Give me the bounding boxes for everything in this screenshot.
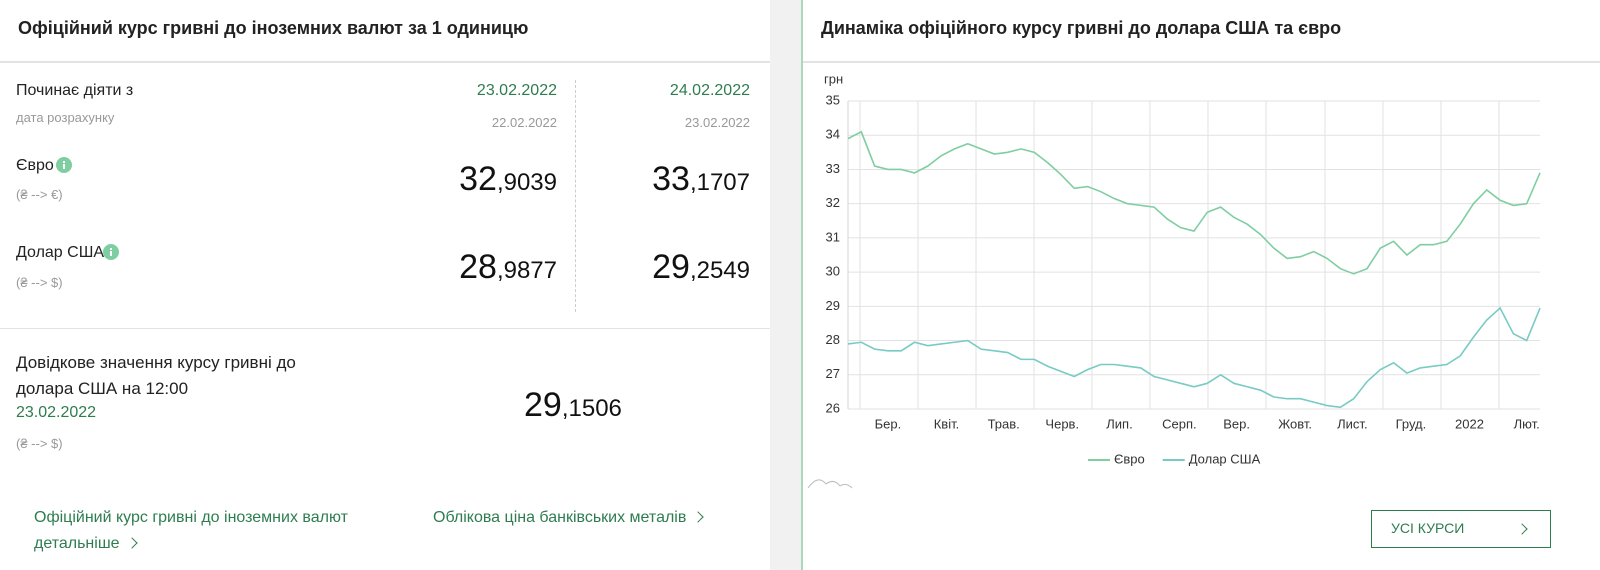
link[interactable]: Облікова ціна банківських металів <box>433 505 705 531</box>
y-tick-label: 32 <box>826 195 840 210</box>
rate-whole: 29 <box>652 248 690 286</box>
chevron <box>692 511 705 523</box>
rate-fraction: ,1707 <box>689 169 750 196</box>
label: Долар США <box>16 244 105 261</box>
chevron <box>1516 523 1528 535</box>
y-tick-label: 28 <box>826 332 840 347</box>
divider <box>803 61 1600 63</box>
legend-label: Долар США <box>1189 451 1261 466</box>
rate: 33,1707 <box>652 160 750 199</box>
legend-label: Євро <box>1114 451 1145 466</box>
x-tick-label: Бер. <box>875 416 902 431</box>
x-tick-label: Лист. <box>1337 416 1367 431</box>
x-tick-label: Лип. <box>1106 416 1132 431</box>
x-tick-label: Черв. <box>1045 416 1079 431</box>
y-tick-label: 26 <box>826 400 840 415</box>
rate: 28,9877 <box>459 248 557 287</box>
series-line <box>847 306 1541 409</box>
reference-label: Довідкове значення курсу гривні до долар… <box>16 353 296 398</box>
rate-whole: 33 <box>652 160 690 198</box>
y-tick-label: 33 <box>826 161 840 176</box>
date: 23.02.2022 <box>476 82 557 99</box>
button-text[interactable]: УСІ КУРСИ <box>1391 520 1465 536</box>
rate-fraction: ,1506 <box>561 395 622 422</box>
date: 23.02.2022 <box>16 404 97 421</box>
date: 23.02.2022 <box>684 115 750 130</box>
rate: 32,9039 <box>459 160 557 199</box>
x-tick-label: 2022 <box>1455 416 1484 431</box>
divider <box>0 61 770 63</box>
label: Євро <box>16 157 54 174</box>
y-tick-label: 27 <box>826 366 840 381</box>
date: 24.02.2022 <box>669 82 750 99</box>
rate-fraction: ,9877 <box>496 257 557 284</box>
rate-whole: 28 <box>459 248 497 286</box>
x-tick-label: Серп. <box>1162 416 1197 431</box>
link-text[interactable]: Офіційний курс гривні до іноземних валют… <box>34 509 348 552</box>
link-text[interactable]: Облікова ціна банківських металів <box>433 509 687 526</box>
navigator-icon <box>807 479 853 489</box>
link[interactable]: Офіційний курс гривні до іноземних валют… <box>34 505 354 557</box>
chart-panel: Динаміка офіційного курсу гривні до дола… <box>801 0 1600 570</box>
rate-fraction: ,2549 <box>689 257 750 284</box>
all-rates-button[interactable]: УСІ КУРСИ <box>1371 510 1551 548</box>
y-axis-label: грн <box>824 71 843 86</box>
panel-title: Динаміка офіційного курсу гривні до дола… <box>821 18 1342 38</box>
x-tick-label: Лют. <box>1514 416 1540 431</box>
rate-fraction: ,9039 <box>496 169 557 196</box>
y-tick-label: 30 <box>826 264 840 279</box>
divider <box>0 328 770 329</box>
rates-panel: Офіційний курс гривні до іноземних валют… <box>0 0 770 570</box>
rate: 29,2549 <box>652 248 750 287</box>
label: дата розрахунку <box>16 110 115 125</box>
chart: грн 26 27 28 29 30 31 32 33 34 35 Бер. Квіт. Трав. Че… <box>807 71 1541 489</box>
label: (₴ --> €) <box>16 187 63 202</box>
x-tick-label: Жовт. <box>1278 416 1312 431</box>
rate-whole: 32 <box>459 160 497 198</box>
label: Починає діяти з <box>16 82 134 99</box>
label: (₴ --> $) <box>16 275 63 290</box>
x-tick-label: Вер. <box>1223 416 1250 431</box>
panel-title: Офіційний курс гривні до іноземних валют… <box>18 18 529 38</box>
divider <box>575 80 576 312</box>
series-line <box>847 130 1541 275</box>
rate-whole: 29 <box>524 386 562 424</box>
x-tick-label: Квіт. <box>934 416 960 431</box>
x-tick-label: Груд. <box>1396 416 1427 431</box>
chevron <box>125 537 138 549</box>
y-tick-label: 35 <box>826 92 840 107</box>
y-tick-label: 29 <box>826 298 840 313</box>
y-tick-label: 34 <box>826 127 840 142</box>
info-icon[interactable] <box>103 244 119 260</box>
label: (₴ --> $) <box>16 436 63 451</box>
info-icon[interactable] <box>56 157 72 173</box>
y-tick-label: 31 <box>826 229 840 244</box>
rate: 29,1506 <box>524 386 622 425</box>
x-tick-label: Трав. <box>988 416 1020 431</box>
date: 22.02.2022 <box>491 115 557 130</box>
